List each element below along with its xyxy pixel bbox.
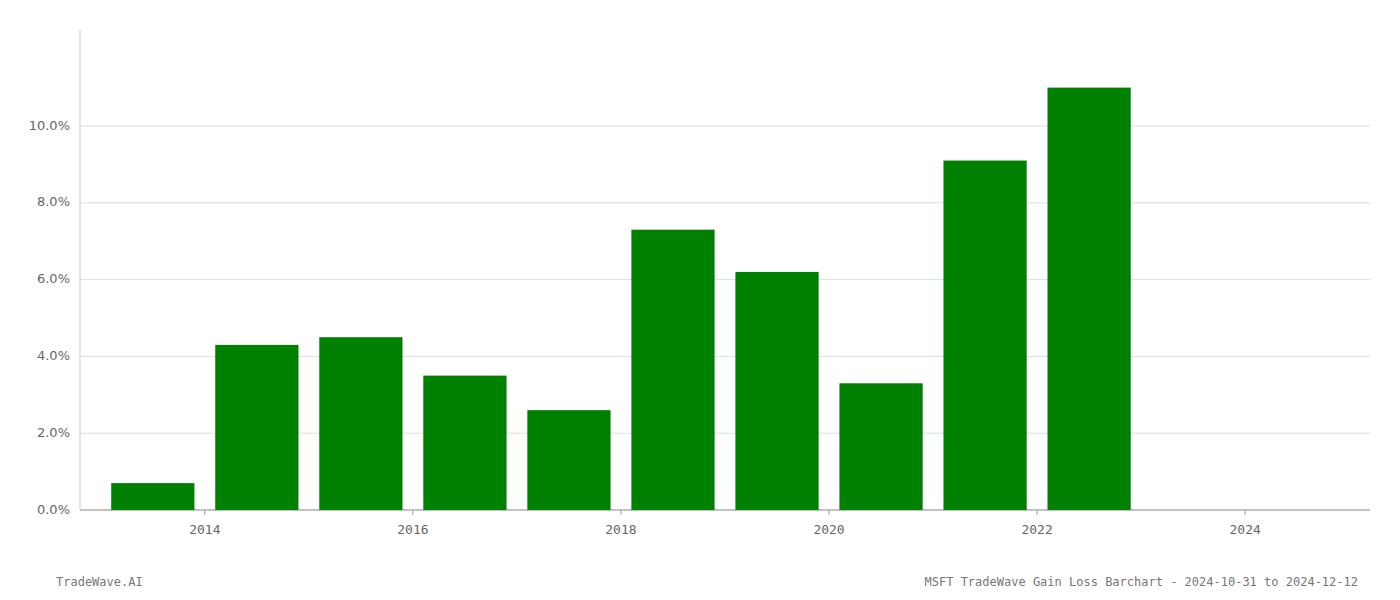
x-tick: [829, 510, 830, 515]
watermark: TradeWave.AI: [56, 575, 143, 589]
x-tick: [1037, 510, 1038, 515]
y-tick-label: 0.0%: [37, 502, 70, 517]
y-tick-label: 4.0%: [37, 348, 70, 363]
x-tick: [1245, 510, 1246, 515]
grid: [80, 126, 1370, 510]
bars: [111, 88, 1131, 510]
x-tick-label: 2022: [1021, 522, 1052, 537]
page: {"chart_data": {"type": "bar", "title": …: [0, 0, 1400, 600]
bar: [631, 230, 714, 510]
bar: [943, 161, 1026, 510]
y-axis-line: [80, 30, 81, 510]
title: MSFT TradeWave Gain Loss Barchart - 2024…: [925, 575, 1358, 589]
bar: [319, 337, 402, 510]
bar: [527, 410, 610, 510]
bar: [1048, 88, 1131, 510]
grid-line: [80, 279, 1370, 280]
y-tick-label: 8.0%: [37, 194, 70, 209]
x-tick: [620, 510, 621, 515]
bar: [735, 272, 818, 510]
x-tick-label: 2020: [813, 522, 844, 537]
y-tick-label: 10.0%: [29, 118, 70, 133]
x-tick-label: 2018: [605, 522, 636, 537]
bar: [111, 483, 194, 510]
grid-line: [80, 126, 1370, 127]
x-tick-label: 2016: [397, 522, 428, 537]
y-tick-label: 2.0%: [37, 425, 70, 440]
bar: [423, 376, 506, 510]
bar: [839, 383, 922, 510]
y-tick-label: 6.0%: [37, 271, 70, 286]
x-tick-label: 2014: [189, 522, 220, 537]
x-tick-label: 2024: [1230, 522, 1261, 537]
bar: [215, 345, 298, 510]
x-tick: [412, 510, 413, 515]
chart: 0.0% 2.0% 4.0% 6.0% 8.0% 10.0% 2014 2016 2018 202…: [0, 0, 1400, 600]
x-tick: [204, 510, 205, 515]
axes: 0.0% 2.0% 4.0% 6.0% 8.0% 10.0% 2014 2016 2018 202…: [29, 30, 1370, 537]
grid-line: [80, 202, 1370, 203]
